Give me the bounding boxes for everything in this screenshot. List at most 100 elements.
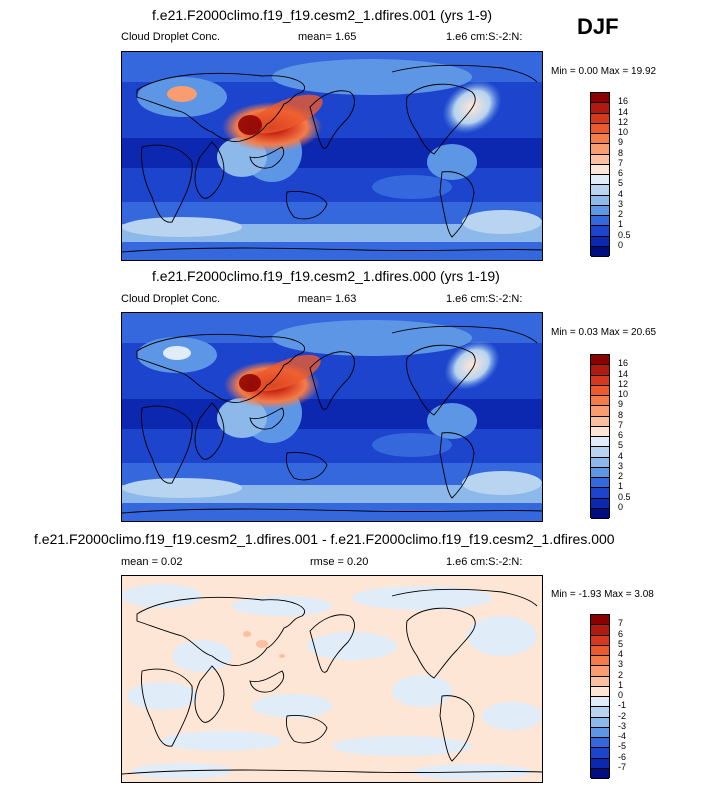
colorbar-tick-label: 0.5: [618, 491, 631, 502]
colorbar-tick-label: 5: [618, 178, 624, 189]
colorbar-swatch: [591, 355, 609, 366]
panel-2-colorbar-swatches: [590, 354, 610, 519]
colorbar-tick-label: 5: [618, 638, 624, 649]
colorbar-tick-label: 2: [618, 209, 624, 219]
colorbar-swatch: [591, 205, 609, 216]
colorbar-swatch: [591, 426, 609, 437]
colorbar-swatch: [591, 437, 609, 448]
colorbar-swatch: [591, 748, 609, 759]
colorbar-swatch: [591, 686, 609, 697]
panel-3-field: [122, 576, 542, 782]
colorbar-swatch: [591, 375, 609, 386]
panel-1-map: [121, 51, 543, 261]
colorbar-swatch: [591, 738, 609, 749]
panel-1-title: f.e21.F2000climo.f19_f19.cesm2_1.dfires.…: [152, 7, 493, 23]
panel-3-colorbar-swatches: [590, 614, 610, 779]
colorbar-swatch: [591, 226, 609, 237]
colorbar-tick-label: 6: [618, 168, 624, 178]
colorbar-tick-label: 7: [618, 157, 624, 168]
colorbar-tick-label: 0: [618, 239, 624, 250]
panel-1-field: [122, 52, 542, 260]
colorbar-swatch: [591, 478, 609, 489]
colorbar-tick-label: 8: [618, 409, 624, 420]
colorbar-tick-label: 5: [618, 440, 624, 451]
colorbar-swatch: [591, 758, 609, 769]
colorbar-tick-label: 6: [618, 430, 624, 440]
colorbar-swatch: [591, 216, 609, 227]
colorbar-tick-label: 12: [618, 378, 629, 389]
panel-2-coastlines: [122, 325, 542, 514]
panel-2-title: f.e21.F2000climo.f19_f19.cesm2_1.dfires.…: [152, 268, 500, 284]
colorbar-tick-label: 3: [618, 198, 624, 209]
colorbar-swatch: [591, 134, 609, 145]
colorbar-tick-label: -3: [618, 720, 627, 731]
colorbar-tick-label: 6: [618, 628, 624, 639]
panel-3-colorbar-labels: 7 6 5 4 3 2 1 0 -1 -2 -3 -4 -5 -6 -7: [618, 614, 658, 778]
colorbar-swatch: [591, 467, 609, 478]
colorbar-swatch: [591, 768, 609, 779]
colorbar-tick-label: 2: [618, 669, 624, 680]
colorbar-swatch: [591, 635, 609, 646]
colorbar-tick-label: 1: [618, 219, 624, 230]
colorbar-swatch: [591, 185, 609, 196]
colorbar-swatch: [591, 93, 609, 104]
panel-1-colorbar: [590, 92, 610, 257]
panel-1-mean: mean= 1.65: [298, 31, 357, 43]
panel-3-mean: mean = 0.02: [121, 556, 183, 568]
colorbar-tick-label: -7: [618, 761, 627, 772]
panel-1-units: 1.e6 cm:S:-2:N:: [446, 31, 523, 43]
panel-3-coastlines: [122, 588, 542, 775]
panel-3-units: 1.e6 cm:S:-2:N:: [446, 556, 523, 568]
colorbar-tick-label: -6: [618, 751, 627, 762]
colorbar-tick-label: 14: [618, 106, 629, 117]
colorbar-tick-label: 9: [618, 137, 624, 148]
colorbar-tick-label: 3: [618, 659, 624, 670]
panel-1-minmax: Min = 0.00 Max = 19.92: [551, 66, 657, 77]
panel-2-map: [121, 312, 543, 522]
colorbar-tick-label: -5: [618, 741, 627, 752]
colorbar-swatch: [591, 508, 609, 519]
colorbar-swatch: [591, 144, 609, 155]
colorbar-tick-label: -2: [618, 710, 627, 721]
colorbar-swatch: [591, 645, 609, 656]
panel-2-field: [122, 313, 542, 521]
colorbar-swatch: [591, 154, 609, 165]
colorbar-swatch: [591, 175, 609, 186]
panel-1-colorbar-swatches: [590, 92, 610, 257]
colorbar-swatch: [591, 727, 609, 738]
colorbar-tick-label: 9: [618, 399, 624, 410]
colorbar-tick-label: 4: [618, 188, 624, 199]
colorbar-tick-label: 0: [618, 690, 624, 700]
panel-3-map: [121, 575, 543, 783]
colorbar-tick-label: 10: [618, 389, 629, 399]
colorbar-tick-label: 0: [618, 501, 624, 512]
colorbar-swatch: [591, 416, 609, 427]
colorbar-tick-label: 12: [618, 116, 629, 127]
panel-2-variable: Cloud Droplet Conc.: [121, 293, 221, 305]
panel-3-minmax: Min = -1.93 Max = 3.08: [551, 589, 654, 600]
colorbar-tick-label: 1: [618, 481, 624, 492]
panel-2-minmax: Min = 0.03 Max = 20.65: [551, 327, 657, 338]
colorbar-swatch: [591, 406, 609, 417]
colorbar-swatch: [591, 164, 609, 175]
panel-1-coastlines: [122, 64, 542, 253]
colorbar-swatch: [591, 707, 609, 718]
colorbar-swatch: [591, 615, 609, 626]
colorbar-swatch: [591, 488, 609, 499]
colorbar-swatch: [591, 457, 609, 468]
panel-3-colorbar: [590, 614, 610, 779]
colorbar-swatch: [591, 365, 609, 376]
panel-1-colorbar-labels: 16 14 12 10 9 8 7 6 5 4 3 2 1 0.5 0: [618, 92, 658, 256]
colorbar-tick-label: 0.5: [618, 229, 631, 240]
colorbar-tick-label: -4: [618, 731, 627, 741]
colorbar-swatch: [591, 103, 609, 114]
colorbar-swatch: [591, 717, 609, 728]
colorbar-swatch: [591, 447, 609, 458]
colorbar-tick-label: 3: [618, 460, 624, 471]
colorbar-tick-label: 2: [618, 471, 624, 481]
panel-3-title: f.e21.F2000climo.f19_f19.cesm2_1.dfires.…: [34, 531, 615, 547]
colorbar-swatch: [591, 396, 609, 407]
colorbar-tick-label: 8: [618, 147, 624, 158]
colorbar-tick-label: 4: [618, 649, 624, 659]
colorbar-tick-label: 10: [618, 127, 629, 137]
